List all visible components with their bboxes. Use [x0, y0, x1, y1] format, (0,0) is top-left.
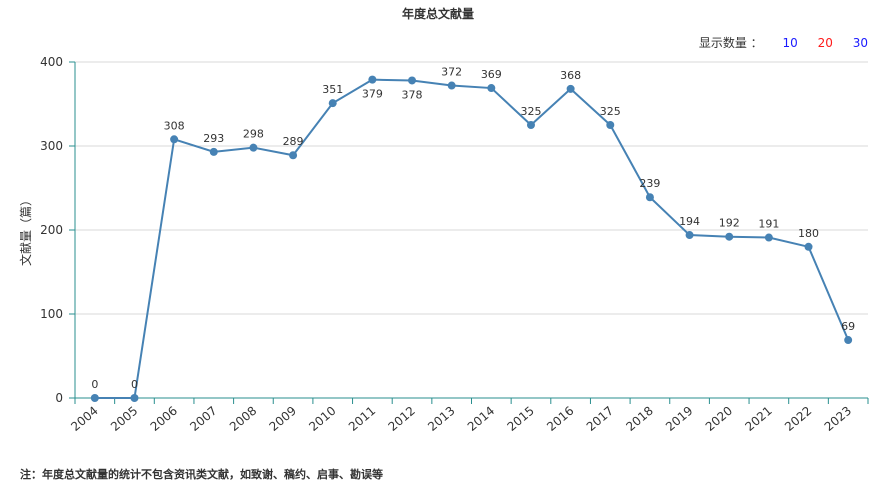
data-point[interactable] [328, 99, 337, 108]
display-count-option-10[interactable]: 10 [782, 36, 798, 50]
data-point[interactable] [130, 394, 139, 402]
data-label: 0 [91, 378, 98, 391]
display-count-label: 显示数量 ： [698, 36, 763, 50]
x-tick-label: 2006 [148, 404, 180, 434]
data-label: 239 [639, 177, 660, 190]
x-axis: 2004 2005 2006 2007 2008 2009 2010 2011 2012 2013… [68, 397, 869, 434]
display-count-selector: 显示数量 ： 10 20 30 [699, 34, 868, 51]
data-label: 0 [131, 378, 138, 391]
data-point[interactable] [170, 135, 179, 144]
data-point[interactable] [90, 394, 99, 402]
data-label: 351 [322, 83, 343, 96]
x-tick-label: 2015 [505, 404, 537, 434]
y-tick-label: 0 [55, 391, 63, 405]
x-tick-label: 2005 [108, 404, 140, 434]
x-tick-label: 2008 [227, 404, 259, 434]
data-point[interactable] [289, 151, 298, 160]
data-point[interactable] [606, 121, 615, 129]
y-tick-label: 100 [40, 307, 63, 321]
data-labels: 0 0 308 293 298 289 351 379 378 372 369 325 368 325 23… [91, 66, 855, 391]
data-label: 289 [283, 135, 304, 148]
grid [75, 61, 868, 315]
data-point[interactable] [725, 232, 734, 241]
data-point[interactable] [447, 81, 456, 90]
data-label: 191 [758, 218, 779, 231]
chart-title: 年度总文献量 [402, 6, 474, 21]
y-tick-label: 200 [40, 223, 63, 237]
data-point[interactable] [645, 193, 654, 202]
data-label: 379 [362, 88, 383, 101]
data-label: 325 [520, 105, 541, 118]
x-tick-label: 2021 [742, 404, 774, 434]
data-point[interactable] [526, 121, 535, 129]
data-label: 308 [164, 119, 185, 132]
data-label: 369 [481, 68, 502, 81]
data-point[interactable] [566, 84, 575, 93]
data-label: 194 [679, 215, 700, 228]
data-label: 378 [402, 88, 423, 101]
y-tick-label: 400 [40, 55, 63, 69]
y-axis-ticks: 0 100 200 300 400 [40, 55, 76, 405]
display-count-option-30[interactable]: 30 [852, 36, 868, 50]
data-point[interactable] [408, 76, 417, 85]
x-tick-label: 2011 [346, 404, 378, 434]
data-point[interactable] [764, 233, 773, 242]
x-tick-label: 2014 [465, 404, 497, 434]
x-tick-label: 2004 [68, 404, 100, 434]
data-point[interactable] [685, 231, 694, 240]
series-line-path [94, 78, 850, 399]
x-tick-label: 2016 [544, 404, 576, 434]
data-label: 325 [600, 105, 621, 118]
x-tick-label: 2017 [584, 404, 616, 434]
x-tick-label: 2020 [703, 404, 735, 434]
data-label: 293 [203, 132, 224, 145]
data-points[interactable] [90, 75, 853, 402]
x-tick-label: 2018 [623, 404, 655, 434]
y-axis-label: 文献量（篇） [18, 194, 33, 266]
x-tick-label: 2009 [267, 404, 299, 434]
x-tick-label: 2007 [187, 404, 219, 434]
data-label: 180 [798, 227, 819, 240]
data-label: 69 [841, 320, 855, 333]
data-point[interactable] [249, 143, 258, 152]
series-line [94, 78, 850, 399]
data-point[interactable] [368, 75, 377, 84]
x-tick-label: 2013 [425, 404, 457, 434]
x-tick-label: 2012 [386, 404, 418, 434]
y-tick-label: 300 [40, 139, 63, 153]
x-tick-label: 2022 [782, 404, 814, 434]
x-tick-label: 2019 [663, 404, 695, 434]
data-label: 298 [243, 128, 264, 141]
data-label: 192 [719, 217, 740, 230]
data-label: 372 [441, 66, 462, 79]
data-point[interactable] [487, 84, 496, 93]
x-tick-label: 2023 [822, 404, 854, 434]
data-label: 368 [560, 69, 581, 82]
footnote: 注：年度总文献量的统计不包含资讯类文献，如致谢、稿约、启事、勘误等 [20, 468, 383, 481]
data-point[interactable] [804, 242, 813, 251]
data-point[interactable] [209, 147, 218, 156]
data-point[interactable] [844, 336, 853, 345]
x-tick-label: 2010 [306, 404, 338, 434]
display-count-option-20[interactable]: 20 [817, 36, 833, 50]
